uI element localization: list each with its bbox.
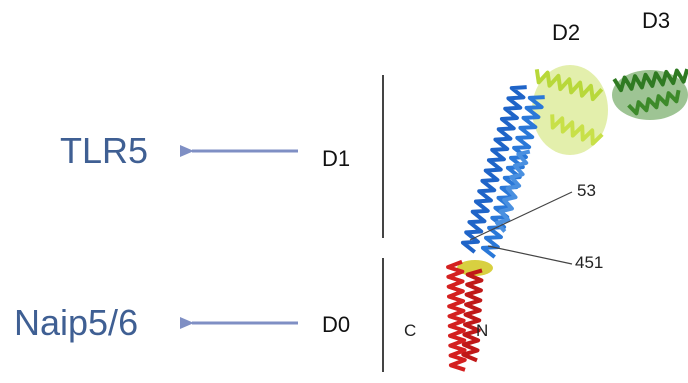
helix — [463, 270, 482, 360]
terminus-label: C — [404, 321, 416, 340]
residue-label: 53 — [577, 181, 596, 200]
terminus-label: N — [476, 321, 488, 340]
leader-line — [488, 246, 572, 264]
domain-label: D1 — [322, 146, 350, 171]
residue-label: 451 — [575, 253, 603, 272]
domain-label: D3 — [642, 8, 670, 33]
domain-label: D0 — [322, 312, 350, 337]
flagellin-diagram: TLR5 D1 Naip5/6 D0 D2 D3 53 451 C N — [0, 0, 688, 383]
receptor-label: Naip5/6 — [14, 302, 138, 343]
receptor-label: TLR5 — [60, 130, 148, 171]
domain-label: D2 — [552, 20, 580, 45]
